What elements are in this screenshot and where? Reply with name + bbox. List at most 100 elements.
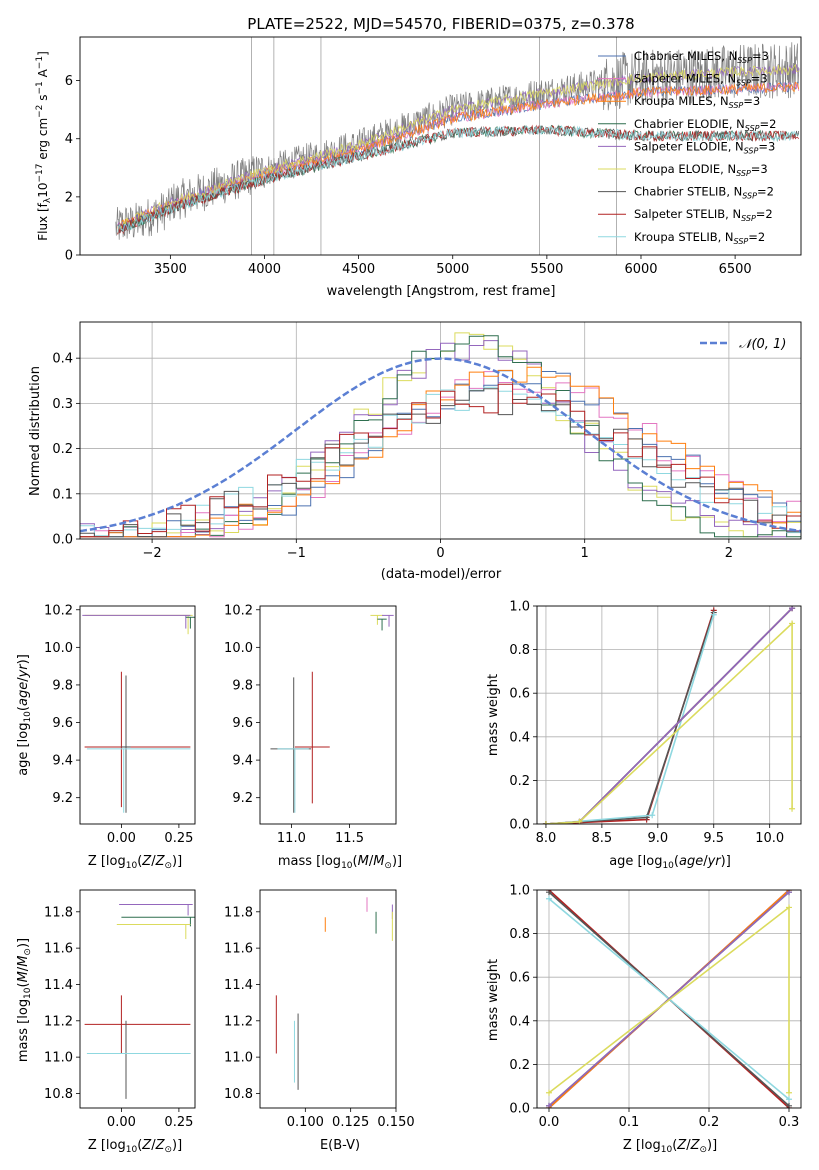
x-tick-label: 3500 <box>154 262 187 277</box>
y-tick-label: 9.2 <box>232 791 253 806</box>
y-tick-label: 0.6 <box>509 687 530 702</box>
mass-weight-line <box>545 607 793 824</box>
mass-weight-line <box>545 621 793 824</box>
y-tick-label: 11.0 <box>224 1051 253 1066</box>
plot-area <box>84 904 195 1099</box>
x-tick-label: 9.5 <box>703 831 724 846</box>
mass-weight-line <box>545 607 793 824</box>
model-spectrum-line <box>117 81 800 229</box>
spectrum-y-label: Flux [fλ10−17 erg cm−2 s−1 A−1] <box>35 51 53 241</box>
y-tick-label: 1.0 <box>509 884 530 899</box>
y-tick-label: 10.0 <box>224 641 253 656</box>
y-tick-label: 10.8 <box>224 1087 253 1102</box>
mass-weight-marker <box>546 895 552 902</box>
spectrum-legend: Chabrier MILES, NSSP=3 Salpeter MILES, NS… <box>598 49 776 246</box>
y-tick-label: 9.2 <box>52 791 73 806</box>
y-tick-label: 0.8 <box>509 643 530 658</box>
y-tick-label: 11.6 <box>44 942 73 957</box>
legend-label: Chabrier STELIB, NSSP=2 <box>634 185 774 201</box>
x-tick-label: 0.2 <box>699 1115 720 1130</box>
residuals-y-label: Normed distribution <box>28 366 43 496</box>
mass-weight-marker <box>786 904 792 911</box>
plot-area <box>115 37 800 255</box>
mass-weight-vs-z-y-label: mass weight <box>486 959 501 1041</box>
y-tick-label: 1.0 <box>509 600 530 615</box>
y-tick-label: 11.6 <box>224 942 253 957</box>
y-tick-label: 0 <box>65 249 73 264</box>
x-tick-label: 11.0 <box>277 831 306 846</box>
residuals-legend: 𝒩(0, 1) <box>700 337 786 352</box>
model-spectrum-line <box>117 124 800 235</box>
plot-frame <box>259 605 397 825</box>
y-tick-label: 9.8 <box>52 678 73 693</box>
y-tick-label: 0.4 <box>52 352 73 367</box>
plot-frame <box>79 605 196 825</box>
model-spectrum-line <box>117 63 799 232</box>
y-tick-label: 11.4 <box>44 978 73 993</box>
y-tick-label: 0.8 <box>509 927 530 942</box>
y-tick-label: 9.8 <box>232 678 253 693</box>
y-tick-label: 10.8 <box>44 1087 73 1102</box>
x-tick-label: 0.125 <box>332 1115 369 1130</box>
legend-label: Chabrier MILES, NSSP=3 <box>634 49 769 65</box>
plot-frame <box>536 889 802 1109</box>
spectrum-title: PLATE=2522, MJD=54570, FIBERID=0375, z=0… <box>247 15 634 33</box>
x-tick-label: −1 <box>287 546 306 561</box>
y-tick-label: 0.2 <box>509 774 530 789</box>
x-tick-label: 0.150 <box>377 1115 414 1130</box>
model-spectrum-line <box>117 124 799 233</box>
mass-weight-vs-z-x-label: Z [log10(Z/Z⊙)] <box>623 1138 717 1155</box>
plot-frame <box>79 889 196 1109</box>
x-tick-label: 10.0 <box>755 831 784 846</box>
x-tick-label: 4000 <box>248 262 281 277</box>
y-tick-label: 11.4 <box>224 978 253 993</box>
mass-weight-line <box>545 612 715 824</box>
y-tick-label: 9.6 <box>232 716 253 731</box>
age-vs-z-x-label: Z [log10(Z/Z⊙)] <box>88 854 182 871</box>
y-tick-label: 0.3 <box>52 397 73 412</box>
x-tick-label: 4500 <box>342 262 375 277</box>
histogram-line <box>80 366 801 538</box>
plot-frame <box>79 36 802 256</box>
histogram-line <box>80 383 801 538</box>
y-tick-label: 11.8 <box>44 905 73 920</box>
mass-vs-z-plot: 0.00 0.25 10.8 11.0 11.2 11.4 11.6 11.8 <box>44 889 196 1130</box>
mass-weight-line <box>545 610 715 824</box>
residuals-x-label: (data-model)/error <box>381 567 502 582</box>
y-tick-label: 11.0 <box>44 1051 73 1066</box>
x-tick-label: 0.25 <box>164 831 193 846</box>
legend-label: Salpeter ELODIE, NSSP=3 <box>634 139 775 155</box>
spectrum-panel: PLATE=2522, MJD=54570, FIBERID=0375, z=0… <box>35 15 802 299</box>
histogram-line <box>80 370 801 538</box>
x-tick-label: 6000 <box>624 262 657 277</box>
mass-weight-vs-z-plot: 0.0 0.1 0.2 0.3 0.0 0.2 0.4 0.6 0.8 1.0 <box>509 884 802 1130</box>
x-tick-label: 8.0 <box>536 831 557 846</box>
y-tick-label: 0.0 <box>52 533 73 548</box>
mass-weight-marker <box>786 1089 792 1096</box>
age-vs-z-y-label: age [log10(age/yr)] <box>16 654 33 776</box>
x-tick-label: 0.00 <box>107 1115 136 1130</box>
gaussian-curve <box>80 357 801 533</box>
legend-label: Kroupa STELIB, NSSP=2 <box>634 230 765 246</box>
age-vs-z-plot: 0.00 0.25 9.2 9.4 9.6 9.8 10.0 10.2 <box>44 603 196 846</box>
plot-area <box>80 322 801 539</box>
y-tick-label: 2 <box>65 190 73 205</box>
x-tick-label: 0.25 <box>164 1115 193 1130</box>
x-tick-label: 9.0 <box>647 831 668 846</box>
mass-weight-marker <box>546 1089 552 1096</box>
plot-frame <box>259 889 397 1109</box>
plot-frame <box>536 605 802 825</box>
x-tick-label: 11.5 <box>335 831 364 846</box>
mass-weight-vs-age-plot: 8.0 8.5 9.0 9.5 10.0 0.0 0.2 0.4 0.6 0.8 1.0 <box>509 600 802 846</box>
y-tick-label: 0.0 <box>509 818 530 833</box>
mass-vs-ebv-x-label: E(B-V) <box>320 1138 360 1153</box>
mass-vs-ebv-plot: 0.100 0.125 0.150 10.8 11.0 11.2 11.4 11.6 11.8 <box>224 889 415 1130</box>
legend-label: Salpeter STELIB, NSSP=2 <box>634 207 773 223</box>
plot-frame <box>79 321 802 540</box>
y-tick-label: 6 <box>65 74 73 89</box>
x-tick-label: 0.3 <box>779 1115 800 1130</box>
age-vs-mass-x-label: mass [log10(M/M⊙)] <box>278 854 402 871</box>
y-tick-label: 0.0 <box>509 1102 530 1117</box>
x-tick-label: 1 <box>581 546 589 561</box>
